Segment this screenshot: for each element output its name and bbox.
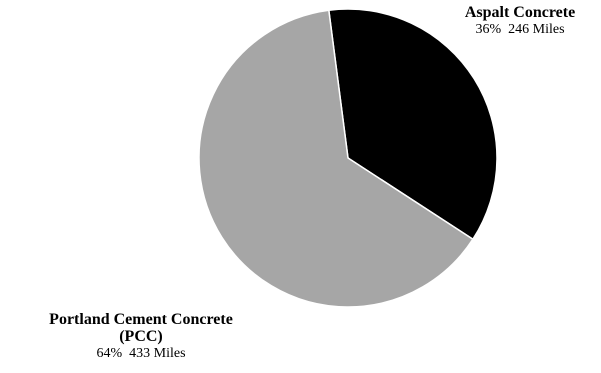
- label-pcc-percent: 64%: [96, 346, 123, 361]
- label-pcc-miles: 433 Miles: [129, 346, 186, 361]
- label-portland-cement-concrete: Portland Cement Concrete (PCC) 64% 433 M…: [6, 311, 276, 362]
- label-asphalt-detail: 36% 246 Miles: [440, 21, 600, 38]
- label-asphalt-concrete: Aspalt Concrete 36% 246 Miles: [440, 4, 600, 38]
- pie-slice-portland-cement-concrete: [198, 9, 474, 308]
- label-asphalt-name: Aspalt Concrete: [464, 4, 576, 21]
- label-pcc-name-line1: Portland Cement Concrete: [49, 311, 233, 328]
- label-pcc-name-line2: (PCC): [119, 328, 163, 345]
- pie-slice-asphalt-concrete: [328, 8, 498, 240]
- label-asphalt-percent: 36%: [475, 22, 502, 37]
- label-asphalt-miles: 246 Miles: [508, 22, 565, 37]
- label-pcc-detail: 64% 433 Miles: [6, 345, 276, 362]
